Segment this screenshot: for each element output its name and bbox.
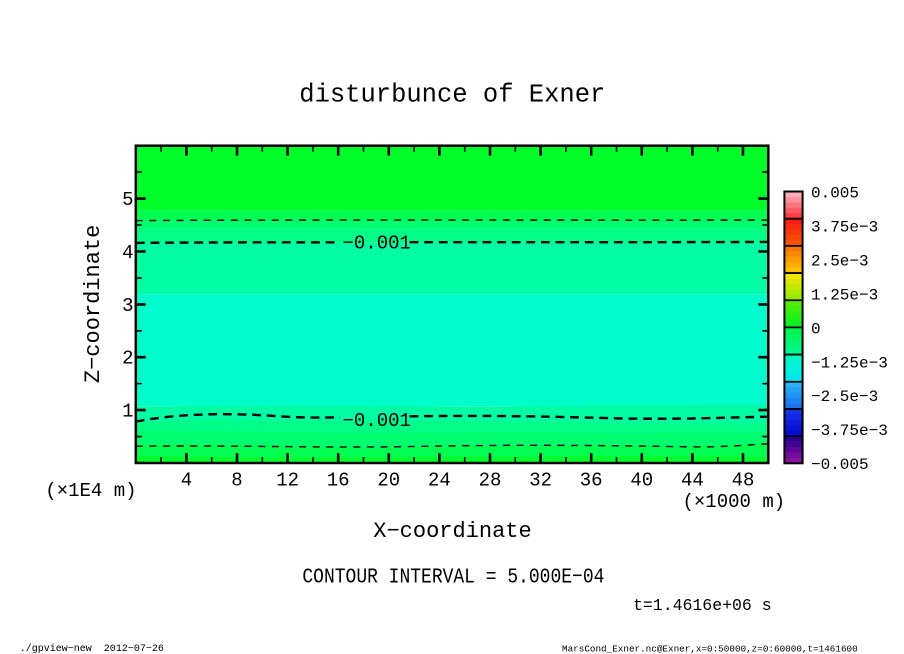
svg-text:2: 2 xyxy=(122,348,133,370)
svg-text:3: 3 xyxy=(122,295,133,317)
svg-text:28: 28 xyxy=(479,469,502,491)
svg-text:−3.75e−3: −3.75e−3 xyxy=(811,422,888,440)
svg-text:48: 48 xyxy=(732,469,755,491)
svg-text:−0.001: −0.001 xyxy=(343,410,411,432)
svg-text:disturbunce of Exner: disturbunce of Exner xyxy=(299,80,605,109)
svg-text:16: 16 xyxy=(327,469,350,491)
svg-text:24: 24 xyxy=(428,469,451,491)
svg-text:./gpview−new 2012−07−26: ./gpview−new 2012−07−26 xyxy=(20,643,164,654)
svg-text:Z−coordinate: Z−coordinate xyxy=(81,225,106,383)
svg-text:32: 32 xyxy=(529,469,552,491)
svg-text:(×1000 m): (×1000 m) xyxy=(683,491,786,513)
svg-text:−2.5e−3: −2.5e−3 xyxy=(811,388,878,406)
svg-text:t=1.4616e+06 s: t=1.4616e+06 s xyxy=(633,596,772,615)
svg-text:40: 40 xyxy=(630,469,653,491)
svg-text:1: 1 xyxy=(122,401,133,423)
svg-text:12: 12 xyxy=(276,469,299,491)
svg-text:5: 5 xyxy=(122,189,133,211)
svg-text:8: 8 xyxy=(231,469,242,491)
svg-text:1.25e−3: 1.25e−3 xyxy=(811,286,878,304)
svg-text:−0.005: −0.005 xyxy=(811,456,869,474)
svg-text:CONTOUR INTERVAL = 5.000E−04: CONTOUR INTERVAL = 5.000E−04 xyxy=(302,566,604,590)
svg-text:2.5e−3: 2.5e−3 xyxy=(811,252,869,270)
svg-text:0: 0 xyxy=(811,320,821,338)
svg-text:4: 4 xyxy=(181,469,192,491)
svg-text:−1.25e−3: −1.25e−3 xyxy=(811,354,888,372)
svg-text:3.75e−3: 3.75e−3 xyxy=(811,218,878,236)
svg-text:−0.001: −0.001 xyxy=(343,233,411,255)
svg-text:(×1E4 m): (×1E4 m) xyxy=(45,480,136,502)
svg-text:0.005: 0.005 xyxy=(811,184,859,202)
svg-text:20: 20 xyxy=(377,469,400,491)
svg-text:MarsCond_Exner.nc@Exner,x=0:50: MarsCond_Exner.nc@Exner,x=0:50000,z=0:60… xyxy=(562,644,858,654)
svg-text:4: 4 xyxy=(122,242,133,264)
svg-text:36: 36 xyxy=(580,469,603,491)
svg-text:X−coordinate: X−coordinate xyxy=(373,519,531,544)
svg-text:44: 44 xyxy=(681,469,704,491)
